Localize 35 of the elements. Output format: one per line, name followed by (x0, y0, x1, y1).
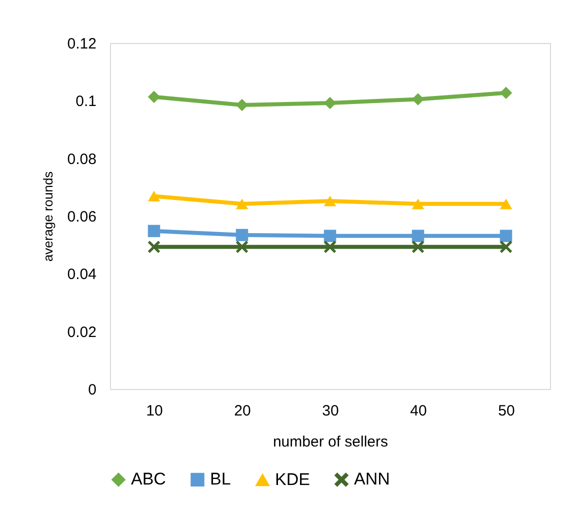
point (412, 198, 424, 210)
point (412, 230, 424, 242)
point (500, 230, 512, 242)
point (500, 86, 512, 100)
point (148, 190, 160, 202)
x-axis-title: number of sellers (272, 434, 388, 450)
y-tick-label: 0.12 (67, 36, 96, 52)
point (500, 198, 512, 210)
point (236, 240, 248, 253)
point (324, 240, 336, 253)
point (412, 240, 424, 253)
point (236, 198, 248, 210)
point (324, 230, 336, 242)
x-tick-label: 10 (146, 402, 163, 420)
x-tick-label: 50 (498, 402, 515, 420)
point (236, 228, 248, 242)
point (324, 196, 336, 206)
y-tick-label: 0 (88, 382, 96, 398)
point (148, 90, 160, 104)
point (148, 224, 160, 238)
point (500, 240, 512, 253)
legend-label: ABC (131, 470, 166, 489)
y-tick-label: 0.06 (67, 208, 96, 226)
y-axis-title: average rounds (40, 170, 56, 262)
legend-label: BL (210, 470, 231, 489)
legend-label: KDE (275, 470, 310, 490)
x-tick-label: 40 (410, 402, 427, 420)
y-tick-label: 0.02 (67, 324, 96, 341)
legend-label: ANN (354, 470, 390, 489)
point (148, 240, 160, 253)
y-tick-label: 0.04 (67, 266, 96, 284)
x-tick-label: 30 (322, 402, 339, 420)
y-tick-label: 0.1 (76, 93, 96, 110)
y-tick-label: 0.08 (67, 150, 96, 168)
x-tick-label: 20 (234, 402, 251, 420)
